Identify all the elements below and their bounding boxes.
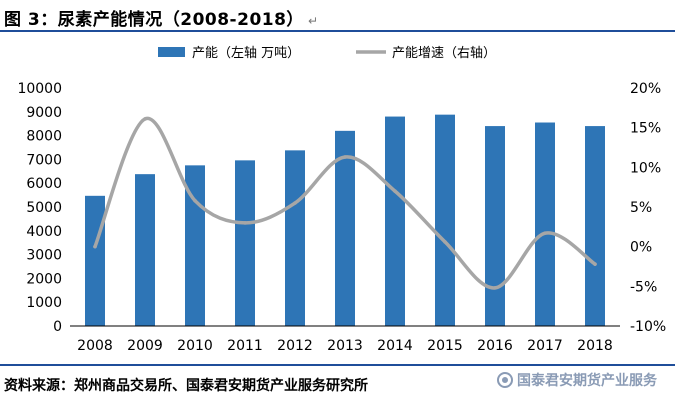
chart-axes: 0 1000 2000 3000 4000 5000 6000 7000 8000 9000 100…: [17, 81, 666, 354]
right-axis-tick-label: -10%: [630, 319, 666, 335]
left-axis-tick-label: 1000: [26, 295, 62, 311]
chart-legend: 产能（左轴 万吨） 产能增速（右轴）: [158, 46, 496, 61]
growth-point-2012: [293, 201, 297, 205]
watermark-text: 国泰君安期货产业服务: [517, 373, 657, 389]
growth-point-2011: [243, 221, 247, 225]
production-capacity-chart: 产能（左轴 万吨） 产能增速（右轴） 0 1000 2000 3000 4000 5000 6…: [17, 46, 666, 354]
x-axis-tick-label: 2009: [127, 338, 163, 354]
growth-point-2018: [593, 262, 597, 266]
right-axis-tick-label: 20%: [630, 81, 661, 97]
growth-point-2013: [343, 155, 347, 159]
growth-point-2014: [393, 189, 397, 193]
right-axis-tick-label: 0%: [630, 240, 652, 256]
left-axis-tick-label: 9000: [26, 105, 62, 121]
left-axis-tick-label: 2000: [26, 271, 62, 287]
right-axis-tick-label: 10%: [630, 160, 661, 176]
growth-point-2016: [493, 286, 497, 290]
x-axis-tick-label: 2016: [477, 338, 513, 354]
x-axis-tick-label: 2010: [177, 338, 213, 354]
capacity-bars: [85, 114, 605, 326]
x-axis-tick-label: 2008: [77, 338, 113, 354]
x-axis-tick-label: 2011: [227, 338, 263, 354]
capacity-bar-2009: [135, 174, 155, 326]
right-axis-tick-label: -5%: [630, 279, 657, 295]
growth-point-2017: [543, 231, 547, 235]
x-axis-tick-label: 2018: [577, 338, 613, 354]
x-axis-tick-label: 2015: [427, 338, 463, 354]
left-axis-tick-label: 10000: [17, 81, 62, 97]
left-axis-tick-label: 5000: [26, 200, 62, 216]
capacity-bar-2012: [285, 150, 305, 326]
left-axis-tick-label: 8000: [26, 129, 62, 145]
right-axis-tick-label: 5%: [630, 200, 652, 216]
capacity-bar-2014: [385, 116, 405, 326]
legend-bar-label: 产能（左轴 万吨）: [192, 46, 300, 61]
growth-point-2008: [93, 244, 97, 249]
source-note: 资料来源：郑州商品交易所、国泰君安期货产业服务研究所: [4, 378, 368, 394]
capacity-bar-2013: [335, 130, 355, 326]
source-bar: 资料来源：郑州商品交易所、国泰君安期货产业服务研究所 国泰君安期货产业服务: [0, 364, 675, 408]
capacity-bar-2016: [485, 126, 505, 326]
watermark: 国泰君安期货产业服务: [497, 370, 657, 390]
growth-point-2015: [443, 240, 447, 244]
x-axis-tick-label: 2014: [377, 338, 413, 354]
growth-point-2009: [143, 117, 147, 121]
left-axis-tick-label: 4000: [26, 224, 62, 240]
x-axis-tick-label: 2012: [277, 338, 313, 354]
legend-line-label: 产能增速（右轴）: [392, 46, 496, 61]
x-axis-tick-label: 2013: [327, 338, 363, 354]
growth-line: [93, 116, 597, 290]
capacity-bar-2015: [435, 114, 455, 326]
capacity-bar-2011: [235, 160, 255, 326]
legend-bar-swatch: [158, 47, 185, 57]
right-axis-tick-label: 15%: [630, 121, 661, 137]
figure-title: 图 3：尿素产能情况（2008-2018） ↵: [4, 10, 319, 30]
capacity-bar-2017: [535, 122, 555, 326]
figure-title-bar: 图 3：尿素产能情况（2008-2018） ↵: [0, 0, 675, 32]
capacity-bar-2008: [85, 195, 105, 326]
growth-point-2010: [193, 198, 197, 203]
x-axis-tick-label: 2017: [527, 338, 563, 354]
left-axis-tick-label: 3000: [26, 248, 62, 264]
capacity-bar-2018: [585, 126, 605, 326]
brand-logo-icon: [497, 372, 513, 388]
left-axis-tick-label: 6000: [26, 176, 62, 192]
left-axis-tick-label: 7000: [26, 152, 62, 168]
paragraph-mark-icon: ↵: [307, 14, 319, 28]
left-axis-tick-label: 0: [53, 319, 62, 335]
